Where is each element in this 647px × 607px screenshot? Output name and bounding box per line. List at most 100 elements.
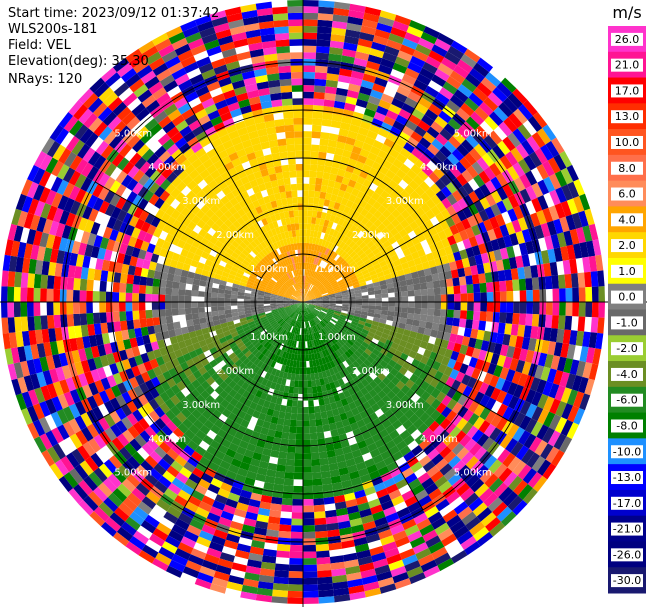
velocity-gate	[299, 308, 302, 315]
velocity-gate	[322, 172, 331, 180]
velocity-gate	[309, 256, 313, 264]
velocity-gate	[252, 230, 261, 239]
velocity-gate	[451, 201, 463, 214]
velocity-gate	[245, 210, 254, 220]
velocity-gate	[88, 208, 99, 222]
velocity-gate	[386, 461, 399, 472]
velocity-gate	[157, 458, 171, 471]
velocity-gate	[388, 179, 399, 190]
velocity-gate	[257, 297, 264, 300]
velocity-gate	[364, 383, 374, 393]
velocity-gate	[315, 359, 321, 367]
velocity-gate	[80, 359, 91, 374]
velocity-gate	[52, 207, 64, 223]
velocity-gate	[171, 302, 179, 309]
velocity-gate	[27, 316, 35, 331]
velocity-gate	[414, 289, 422, 297]
velocity-gate	[192, 467, 205, 479]
velocity-gate	[317, 284, 324, 290]
velocity-gate	[290, 333, 295, 341]
velocity-gate	[430, 398, 442, 410]
velocity-gate	[473, 526, 490, 542]
velocity-gate	[372, 139, 384, 150]
velocity-gate	[423, 26, 441, 39]
velocity-gate	[256, 439, 266, 449]
velocity-gate	[154, 145, 167, 158]
velocity-gate	[290, 263, 295, 271]
velocity-gate	[61, 364, 72, 380]
velocity-gate	[476, 157, 490, 171]
velocity-gate	[268, 328, 276, 335]
velocity-gate	[377, 352, 386, 360]
velocity-gate	[272, 287, 280, 292]
velocity-gate	[412, 49, 429, 62]
velocity-gate	[264, 372, 271, 381]
velocity-gate	[66, 289, 74, 302]
velocity-gate	[335, 454, 346, 463]
velocity-gate	[275, 263, 282, 271]
velocity-gate	[501, 379, 512, 393]
velocity-gate	[380, 310, 388, 316]
velocity-gate	[388, 164, 400, 175]
velocity-gate	[23, 345, 33, 361]
velocity-gate	[200, 204, 211, 215]
velocity-gate	[153, 463, 167, 476]
velocity-gate	[253, 280, 261, 286]
velocity-gate	[387, 334, 396, 343]
velocity-gate	[162, 121, 176, 134]
velocity-gate	[319, 344, 325, 352]
velocity-gate	[518, 278, 527, 291]
velocity-gate	[321, 239, 327, 247]
velocity-gate	[191, 307, 199, 314]
velocity-gate	[545, 446, 560, 464]
velocity-gate	[263, 357, 271, 365]
velocity-gate	[303, 420, 310, 427]
velocity-gate	[15, 331, 24, 348]
velocity-gate	[273, 241, 279, 250]
velocity-gate	[58, 237, 69, 252]
velocity-gate	[84, 371, 95, 385]
velocity-gate	[428, 367, 438, 378]
velocity-gate	[315, 237, 321, 245]
velocity-gate	[335, 195, 344, 204]
velocity-gate	[112, 219, 123, 232]
velocity-gate	[554, 385, 566, 401]
velocity-gate	[418, 153, 431, 166]
velocity-gate	[190, 259, 199, 268]
velocity-gate	[331, 187, 340, 196]
velocity-gate	[460, 102, 475, 117]
velocity-gate	[415, 196, 426, 207]
velocity-gate	[314, 307, 322, 311]
velocity-gate	[98, 463, 113, 478]
velocity-gate	[352, 318, 360, 324]
velocity-gate	[433, 308, 441, 317]
velocity-gate	[385, 153, 397, 165]
velocity-gate	[180, 269, 189, 278]
velocity-gate	[144, 213, 155, 225]
velocity-gate	[304, 275, 306, 283]
velocity-gate	[240, 262, 248, 270]
velocity-gate	[478, 382, 490, 395]
velocity-gate	[446, 341, 456, 351]
velocity-gate	[320, 277, 327, 284]
velocity-gate	[235, 272, 243, 279]
velocity-gate	[333, 325, 341, 331]
velocity-gate	[295, 283, 299, 290]
velocity-gate	[306, 307, 311, 314]
velocity-gate	[407, 290, 415, 297]
velocity-gate	[465, 346, 475, 357]
velocity-gate	[483, 330, 492, 342]
velocity-gate	[527, 472, 543, 489]
velocity-gate	[381, 159, 393, 170]
velocity-gate	[303, 505, 315, 513]
velocity-gate	[286, 317, 292, 324]
velocity-gate	[425, 321, 433, 330]
velocity-gate	[296, 314, 300, 322]
velocity-gate	[369, 380, 378, 389]
velocity-gate	[404, 96, 419, 109]
velocity-gate	[359, 252, 367, 260]
velocity-gate	[303, 341, 306, 349]
velocity-gate	[391, 97, 405, 109]
velocity-gate	[449, 333, 458, 343]
velocity-gate	[434, 475, 448, 489]
